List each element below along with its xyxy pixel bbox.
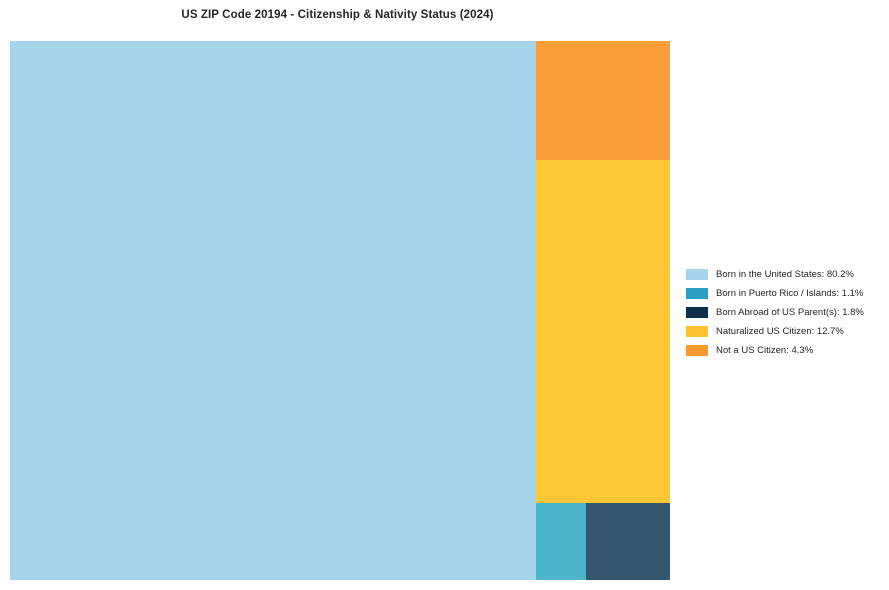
legend-swatch-not-a-us-citizen [686,345,708,356]
legend-label-naturalized-us-citizen: Naturalized US Citizen: 12.7% [716,326,844,337]
legend-swatch-born-in-the-united-states [686,269,708,280]
treemap-tile-born-in-the-united-states[interactable] [10,41,536,580]
legend-swatch-naturalized-us-citizen [686,326,708,337]
legend: Born in the United States: 80.2% Born in… [686,265,882,360]
legend-item-not-a-us-citizen[interactable]: Not a US Citizen: 4.3% [686,341,882,360]
legend-item-born-in-the-united-states[interactable]: Born in the United States: 80.2% [686,265,882,284]
legend-swatch-born-in-puerto-rico-islands [686,288,708,299]
treemap-tile-born-abroad-of-us-parents[interactable] [586,503,670,580]
legend-label-born-in-the-united-states: Born in the United States: 80.2% [716,269,854,280]
legend-label-not-a-us-citizen: Not a US Citizen: 4.3% [716,345,814,356]
legend-label-born-in-puerto-rico-islands: Born in Puerto Rico / Islands: 1.1% [716,288,864,299]
legend-item-born-abroad-of-us-parents[interactable]: Born Abroad of US Parent(s): 1.8% [686,303,882,322]
treemap-tile-naturalized-us-citizen[interactable] [536,160,670,503]
treemap-plot-area [10,41,670,580]
legend-item-naturalized-us-citizen[interactable]: Naturalized US Citizen: 12.7% [686,322,882,341]
page-title: US ZIP Code 20194 - Citizenship & Nativi… [181,9,494,21]
legend-label-born-abroad-of-us-parents: Born Abroad of US Parent(s): 1.8% [716,307,864,318]
legend-swatch-born-abroad-of-us-parents [686,307,708,318]
treemap-tile-born-in-puerto-rico-islands[interactable] [536,503,586,580]
treemap-tile-not-a-us-citizen[interactable] [536,41,670,160]
legend-item-born-in-puerto-rico-islands[interactable]: Born in Puerto Rico / Islands: 1.1% [686,284,882,303]
